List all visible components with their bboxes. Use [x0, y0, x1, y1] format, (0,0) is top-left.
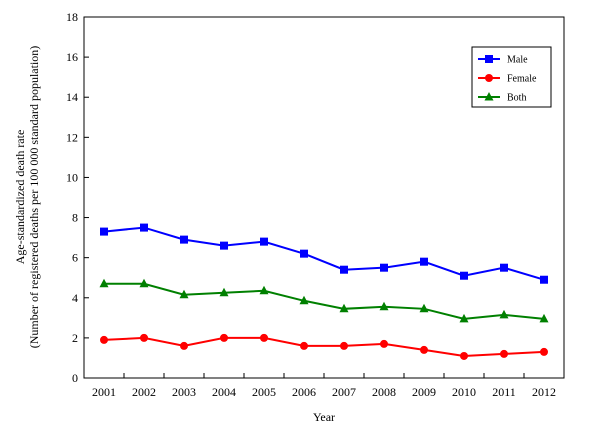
data-point-female — [220, 333, 228, 342]
legend-label-female: Female — [507, 74, 537, 85]
data-point-male — [220, 241, 228, 250]
series-both — [99, 278, 549, 323]
data-point-female — [300, 341, 308, 350]
data-point-male — [100, 227, 108, 236]
y-tick-label: 8 — [72, 211, 78, 225]
y-axis: 0 2 4 6 8 10 12 14 16 18 — [66, 10, 89, 385]
x-tick-label: 2006 — [292, 385, 316, 399]
y-tick-label: 4 — [72, 291, 78, 305]
legend: Male Female Both — [471, 46, 552, 108]
series-male — [100, 223, 548, 284]
data-point-male — [300, 249, 308, 258]
y-tick-label: 6 — [72, 251, 78, 265]
data-point-female — [260, 333, 268, 342]
data-point-male — [380, 263, 388, 272]
series-line-female — [103, 336, 545, 357]
y-tick-label: 16 — [66, 50, 78, 64]
y-tick-label: 18 — [66, 10, 78, 24]
data-point-male — [500, 263, 508, 272]
data-point-both — [139, 278, 149, 288]
series-female — [100, 333, 548, 360]
legend-swatch-marker — [485, 55, 493, 63]
y-axis-label-line2: (Number of registered deaths per 100 000… — [27, 46, 41, 349]
data-point-both — [339, 303, 349, 313]
data-point-female — [180, 341, 188, 350]
x-tick-label: 2010 — [452, 385, 476, 399]
y-axis-label-line1: Age-standardized death rate — [13, 130, 27, 265]
data-point-male — [140, 223, 148, 232]
data-point-both — [459, 313, 469, 323]
x-tick-label: 2005 — [252, 385, 276, 399]
data-point-female — [460, 351, 468, 360]
legend-label-both: Both — [507, 93, 526, 104]
legend-swatch-marker — [484, 92, 494, 101]
data-point-female — [540, 347, 548, 356]
data-point-both — [259, 285, 269, 295]
data-point-both — [179, 289, 189, 299]
legend-item-male: Male — [478, 55, 528, 66]
x-axis: 2001 2002 2003 2004 2005 2006 2007 2008 2009 2010… — [83, 373, 565, 399]
x-tick-label: 2012 — [532, 385, 556, 399]
data-point-female — [100, 335, 108, 344]
data-point-male — [540, 275, 548, 284]
y-tick-label: 12 — [66, 130, 78, 144]
data-point-male — [420, 257, 428, 266]
legend-items: Male Female Both — [478, 55, 537, 104]
x-axis-label: Year — [313, 410, 335, 424]
legend-swatch-marker — [485, 74, 493, 82]
data-point-female — [500, 349, 508, 358]
x-tick-label: 2008 — [372, 385, 396, 399]
data-point-both — [219, 287, 229, 297]
y-tick-label: 14 — [66, 90, 78, 104]
x-tick-label: 2009 — [412, 385, 436, 399]
y-tick-label: 0 — [72, 371, 78, 385]
data-point-both — [379, 301, 389, 311]
legend-label-male: Male — [507, 55, 528, 66]
data-point-female — [140, 333, 148, 342]
x-tick-label: 2003 — [172, 385, 196, 399]
series-layer — [99, 223, 549, 360]
data-point-both — [419, 303, 429, 313]
y-tick-label: 10 — [66, 170, 78, 184]
y-tick-label: 2 — [72, 331, 78, 345]
x-tick-label: 2004 — [212, 385, 236, 399]
data-point-male — [340, 265, 348, 274]
data-point-male — [460, 271, 468, 280]
data-point-both — [499, 309, 509, 319]
data-point-male — [180, 235, 188, 244]
x-tick-label: 2011 — [492, 385, 516, 399]
series-line-both — [104, 282, 545, 320]
x-tick-label: 2001 — [92, 385, 116, 399]
data-point-female — [420, 345, 428, 354]
data-point-both — [539, 313, 549, 323]
legend-item-female: Female — [478, 74, 537, 85]
data-point-both — [299, 295, 309, 305]
data-point-male — [260, 237, 268, 246]
data-point-female — [380, 339, 388, 348]
data-point-female — [340, 341, 348, 350]
x-tick-label: 2007 — [332, 385, 356, 399]
legend-item-both: Both — [478, 92, 526, 104]
series-line-male — [103, 226, 545, 281]
x-tick-label: 2002 — [132, 385, 156, 399]
data-point-both — [99, 278, 109, 288]
